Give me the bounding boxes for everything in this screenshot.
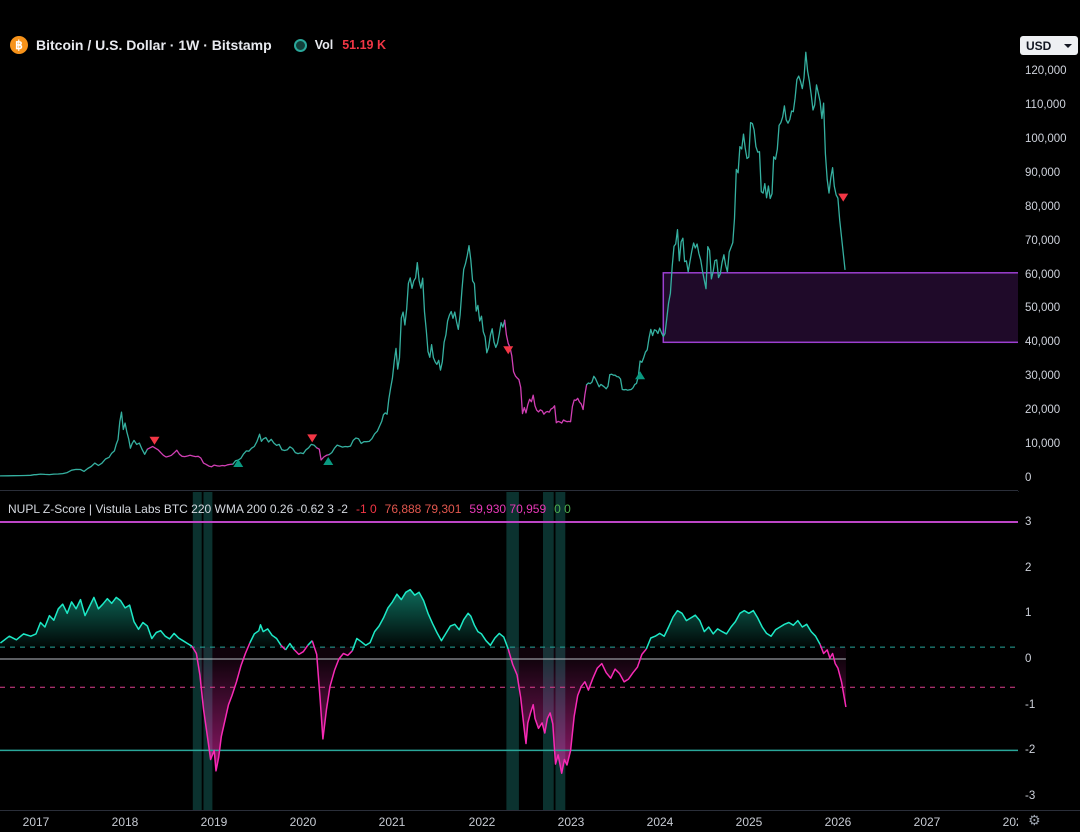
sell-marker xyxy=(838,193,849,202)
price-axis-label: 10,000 xyxy=(1025,438,1061,450)
buy-marker xyxy=(233,459,244,467)
time-axis-label: 2028 xyxy=(1002,815,1018,829)
time-axis-label: 2021 xyxy=(378,815,406,829)
bitcoin-icon: ฿ xyxy=(10,36,28,54)
volume-value: 51.19 K xyxy=(342,38,386,52)
chevron-down-icon xyxy=(1064,43,1072,48)
time-axis-label: 2019 xyxy=(200,815,228,829)
time-axis-label: 2017 xyxy=(22,815,50,829)
indicator-axis-label: -3 xyxy=(1025,790,1036,802)
price-axis-label: 110,000 xyxy=(1025,99,1066,111)
price-line-segment xyxy=(504,319,588,424)
price-line-segment xyxy=(585,51,846,391)
symbol-title[interactable]: Bitcoin / U.S. Dollar · 1W · Bitstamp xyxy=(36,37,272,53)
time-axis-label: 2027 xyxy=(913,815,941,829)
indicator-axis-label: 3 xyxy=(1025,516,1032,528)
price-axis-label: 120,000 xyxy=(1025,65,1067,77)
volume-indicator-icon xyxy=(293,38,307,52)
sell-marker xyxy=(503,346,514,355)
indicator-values-red: -1 0 xyxy=(355,502,377,516)
nupl-line-segment xyxy=(249,624,282,646)
nupl-line-segment xyxy=(284,642,296,651)
price-axis-label: 60,000 xyxy=(1025,269,1061,281)
nupl-line-segment xyxy=(819,644,847,708)
time-axis-label: 2024 xyxy=(646,815,674,829)
price-axis-label: 70,000 xyxy=(1025,235,1061,247)
price-axis-label: 80,000 xyxy=(1025,201,1061,213)
gear-icon[interactable]: ⚙ xyxy=(1028,813,1041,829)
buy-marker xyxy=(323,457,334,465)
price-line-segment xyxy=(328,245,506,456)
indicator-axis-label: 2 xyxy=(1025,562,1032,574)
time-axis-label: 2020 xyxy=(289,815,317,829)
price-axis-label: 20,000 xyxy=(1025,404,1061,416)
indicator-axis-label: -1 xyxy=(1025,699,1036,711)
nupl-line-segment xyxy=(280,644,287,651)
nupl-area-positive xyxy=(0,589,846,648)
indicator-axis-label: -2 xyxy=(1025,744,1036,756)
indicator-values-magenta: 59,930 70,959 xyxy=(469,502,547,516)
indicator-axis-label: 1 xyxy=(1025,607,1032,619)
price-chart-pane[interactable] xyxy=(0,0,1018,491)
currency-button-label: USD xyxy=(1026,38,1052,53)
sell-marker xyxy=(149,436,160,445)
nupl-line-segment xyxy=(507,648,647,774)
time-axis[interactable]: 2017 2018 2019 2020 2021 2022 2023 2024 2025 2026… xyxy=(0,811,1018,832)
price-axis-label: 30,000 xyxy=(1025,370,1061,382)
nupl-area-negative xyxy=(192,647,846,774)
volume-label: Vol xyxy=(314,38,334,52)
nupl-line-segment xyxy=(293,644,309,656)
nupl-indicator-pane[interactable] xyxy=(0,492,1018,810)
time-axis-label: 2022 xyxy=(468,815,496,829)
price-axis-label: 40,000 xyxy=(1025,336,1061,348)
time-axis-label: 2018 xyxy=(111,815,139,829)
indicator-legend[interactable]: NUPL Z-Score | Vistula Labs BTC 220 WMA … xyxy=(8,502,571,516)
time-axis-separator xyxy=(0,810,1080,811)
buy-marker xyxy=(635,371,646,380)
price-line-segment xyxy=(232,433,318,465)
indicator-axis[interactable]: 3 2 1 0 -1 -2 -3 xyxy=(1018,492,1080,810)
currency-button[interactable]: USD xyxy=(1020,36,1078,55)
price-axis[interactable]: 120,000 110,000 100,000 90,000 80,000 70,000 6… xyxy=(1018,0,1080,491)
indicator-values-orange: 76,888 79,301 xyxy=(384,502,462,516)
price-axis-label: 90,000 xyxy=(1025,167,1061,179)
symbol-legend[interactable]: ฿ Bitcoin / U.S. Dollar · 1W · Bitstamp … xyxy=(10,36,386,54)
price-line-segment xyxy=(316,447,330,461)
nupl-line-segment xyxy=(645,609,821,650)
time-axis-label: 2026 xyxy=(824,815,852,829)
time-axis-label: 2025 xyxy=(735,815,763,829)
sell-marker xyxy=(307,434,318,443)
indicator-axis-label: 0 xyxy=(1025,653,1032,665)
price-line-segment xyxy=(0,411,149,477)
indicator-title[interactable]: NUPL Z-Score | Vistula Labs BTC 220 WMA … xyxy=(8,502,348,516)
nupl-line-segment xyxy=(0,596,193,647)
nupl-line-segment xyxy=(191,642,251,772)
nupl-line-segment xyxy=(307,640,313,646)
time-axis-label: 2023 xyxy=(557,815,585,829)
price-line-segment xyxy=(146,445,234,468)
supply-zone-box xyxy=(662,272,1018,344)
nupl-line-segment xyxy=(311,640,353,740)
price-axis-label: 50,000 xyxy=(1025,302,1061,314)
nupl-line-segment xyxy=(351,588,509,652)
price-axis-label: 100,000 xyxy=(1025,133,1067,145)
pane-separator[interactable] xyxy=(0,490,1080,491)
indicator-values-green: 0 0 xyxy=(554,502,571,516)
price-axis-label: 0 xyxy=(1025,472,1032,484)
